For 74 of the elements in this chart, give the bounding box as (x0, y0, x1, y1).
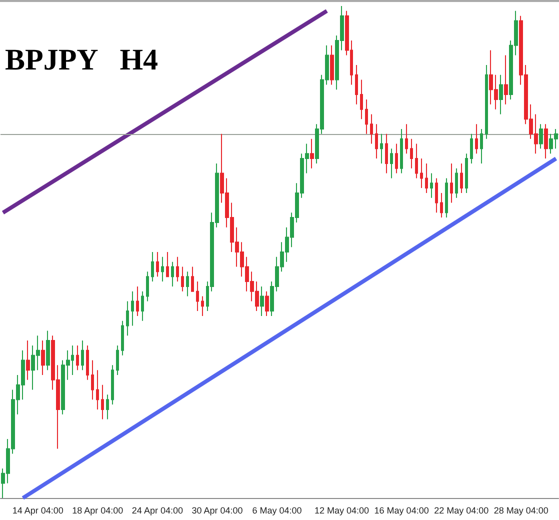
x-tick-label: 14 Apr 04:00 (12, 506, 64, 516)
x-tick-label: 18 Apr 04:00 (72, 506, 124, 516)
x-tick-label: 28 May 04:00 (494, 506, 548, 516)
candlestick (355, 64, 358, 105)
candlestick (400, 128, 403, 174)
candlestick (405, 124, 408, 154)
candlestick (171, 261, 174, 287)
candlestick (26, 340, 30, 380)
candlestick (76, 344, 79, 371)
candlestick (544, 124, 548, 160)
candlestick (96, 370, 99, 410)
candlestick (131, 290, 134, 326)
candlestick (475, 124, 478, 154)
candlestick (410, 138, 413, 169)
x-tick-label: 16 May 04:00 (374, 506, 429, 516)
x-tick-label: 24 Apr 04:00 (132, 506, 183, 516)
candlestick (425, 162, 428, 194)
candlestick (445, 178, 448, 218)
candlestick (470, 133, 473, 164)
candlestick (186, 271, 189, 297)
candlestick (196, 281, 199, 312)
candlestick (121, 320, 124, 356)
candlestick (176, 256, 179, 282)
candlestick (260, 286, 264, 316)
candlestick (91, 360, 94, 400)
candlestick (116, 344, 119, 376)
candlestick (485, 64, 488, 140)
candlestick (166, 252, 169, 278)
candlestick (201, 296, 204, 316)
candlestick (420, 158, 423, 189)
candlestick (81, 340, 84, 371)
candlestick (460, 162, 463, 194)
candlestick (181, 266, 184, 292)
x-tick-label: 22 May 04:00 (434, 506, 489, 516)
candlestick (499, 74, 503, 115)
x-tick-label: 30 Apr 04:00 (192, 506, 243, 516)
candlestick (101, 384, 104, 420)
candlestick (111, 364, 114, 406)
candlestick (46, 330, 50, 371)
candlestick (370, 114, 373, 144)
candlestick (365, 98, 368, 134)
candlestick (191, 266, 194, 292)
candlestick (360, 79, 363, 120)
candlestick (146, 271, 149, 302)
candlestick (415, 143, 418, 179)
candlestick (380, 133, 383, 164)
candlestick (136, 286, 139, 316)
candlestick (265, 290, 269, 316)
candlestick (450, 162, 453, 204)
x-tick-label: 6 May 04:00 (252, 506, 302, 516)
candlestick (395, 143, 398, 174)
candlestick (504, 54, 508, 105)
x-tick-label: 12 May 04:00 (314, 506, 370, 516)
candlestick (455, 168, 458, 198)
candlestick (106, 394, 109, 420)
candlestick (375, 124, 378, 160)
candlestick (480, 128, 483, 164)
candlestick (310, 138, 314, 169)
candlestick (435, 178, 438, 214)
candlestick (86, 344, 89, 380)
candlestick (141, 290, 144, 322)
candlestick (151, 252, 154, 282)
text: BPJPY H4 (5, 44, 158, 76)
candlestick (440, 192, 443, 218)
candlestick (156, 252, 159, 278)
candlestick (330, 44, 334, 86)
candlestick (126, 300, 129, 336)
candlestick (465, 153, 468, 194)
candlestick (539, 124, 543, 150)
candlestick (385, 133, 388, 174)
candlestick (430, 172, 433, 198)
candlestick (390, 148, 393, 179)
candlestick (161, 256, 164, 282)
candlestick (41, 340, 45, 376)
